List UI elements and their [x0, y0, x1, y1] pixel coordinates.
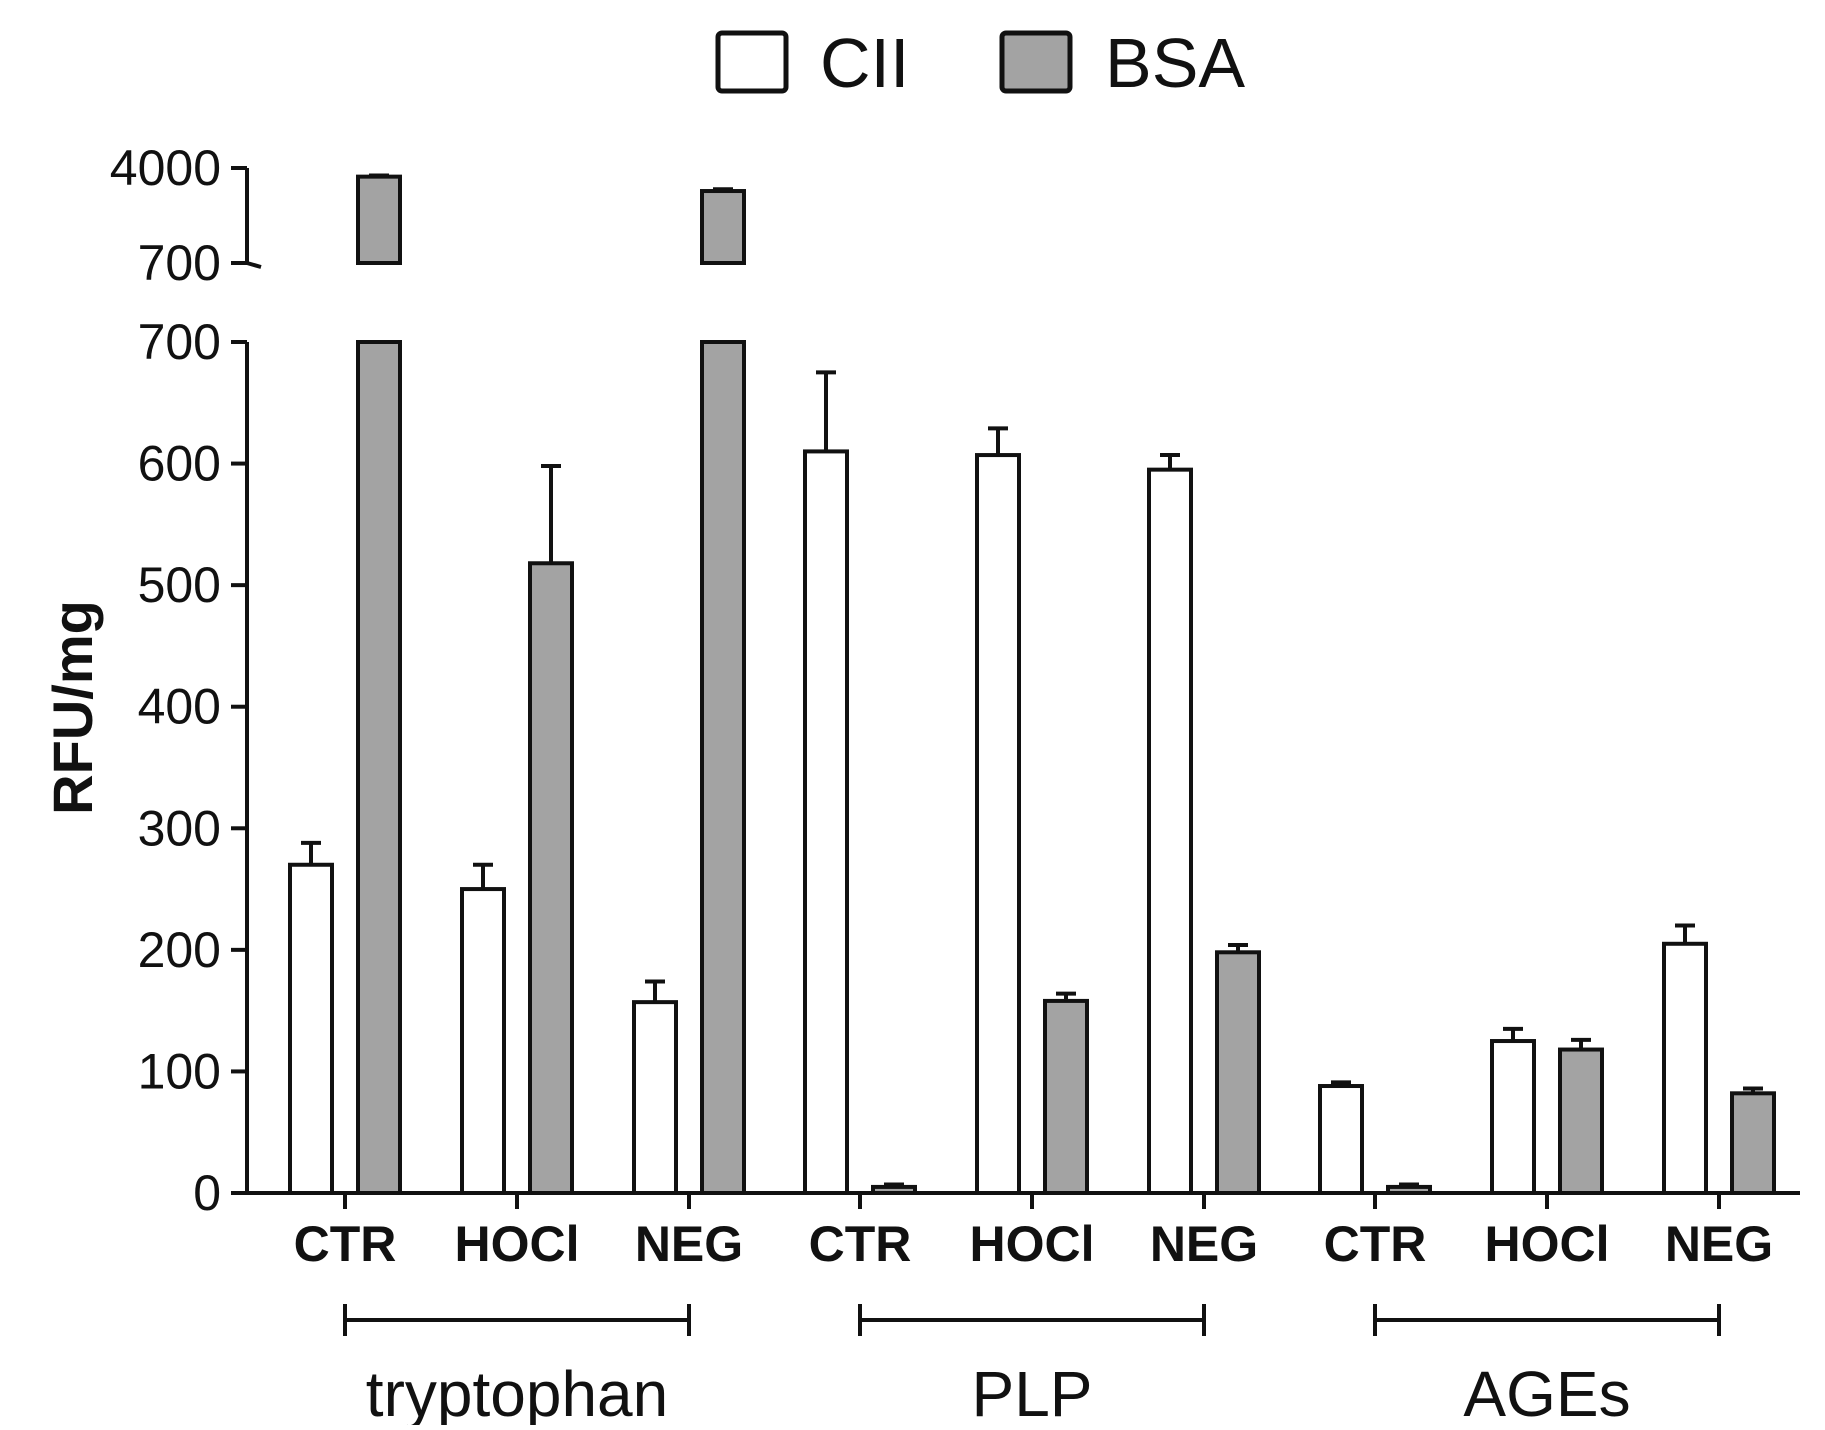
y-break-tick-label: 700 [138, 235, 221, 291]
bar-bsa-lower [700, 340, 746, 1195]
category-label: CTR [1324, 1216, 1427, 1272]
y-tick-label: 600 [138, 436, 221, 492]
legend-swatch-cii [715, 30, 789, 94]
bar-bsa-lower [356, 340, 402, 1195]
y-tick-label: 100 [138, 1043, 221, 1099]
bar-bsa [1215, 950, 1261, 1195]
y-break-tick-label: 4000 [110, 140, 221, 196]
bar-cii [975, 453, 1021, 1196]
category-label: HOCl [1485, 1216, 1610, 1272]
bar-bsa [1558, 1047, 1604, 1195]
bar-cii [803, 449, 849, 1195]
category-label: NEG [635, 1216, 743, 1272]
bar-cii [460, 887, 506, 1195]
bar-bsa [1386, 1184, 1432, 1195]
group-label: AGEs [1463, 1358, 1630, 1425]
category-label: HOCl [970, 1216, 1095, 1272]
group-label: tryptophan [366, 1358, 668, 1425]
category-label: HOCl [455, 1216, 580, 1272]
bar-cii [288, 862, 334, 1195]
y-tick-label: 200 [138, 922, 221, 978]
category-label: NEG [1665, 1216, 1773, 1272]
bar-cii [1318, 1084, 1364, 1195]
axis-break-mark [246, 261, 262, 269]
y-tick-label: 400 [138, 679, 221, 735]
category-label: CTR [809, 1216, 912, 1272]
bar-bsa [1043, 998, 1089, 1195]
bar-bsa [1730, 1091, 1776, 1195]
legend-swatch-bsa [999, 30, 1073, 94]
legend-label-bsa: BSA [1105, 24, 1245, 102]
bar-bsa [871, 1184, 917, 1195]
category-label: NEG [1150, 1216, 1258, 1272]
y-tick-label: 700 [138, 314, 221, 370]
bar-bsa-upper [700, 189, 746, 265]
bar-cii [1147, 467, 1193, 1195]
category-label: CTR [294, 1216, 397, 1272]
legend-label-cii: CII [820, 24, 909, 102]
y-tick-label: 500 [138, 557, 221, 613]
bar-cii [1490, 1039, 1536, 1196]
group-label: PLP [972, 1358, 1093, 1425]
y-tick-label: 0 [193, 1165, 221, 1221]
bar-cii [632, 1000, 678, 1196]
y-tick-label: 300 [138, 800, 221, 856]
y-axis-label: RFU/mg [41, 600, 104, 815]
bar-bsa [528, 561, 574, 1195]
bar-bsa-upper [356, 174, 402, 266]
bar-cii [1662, 941, 1708, 1195]
